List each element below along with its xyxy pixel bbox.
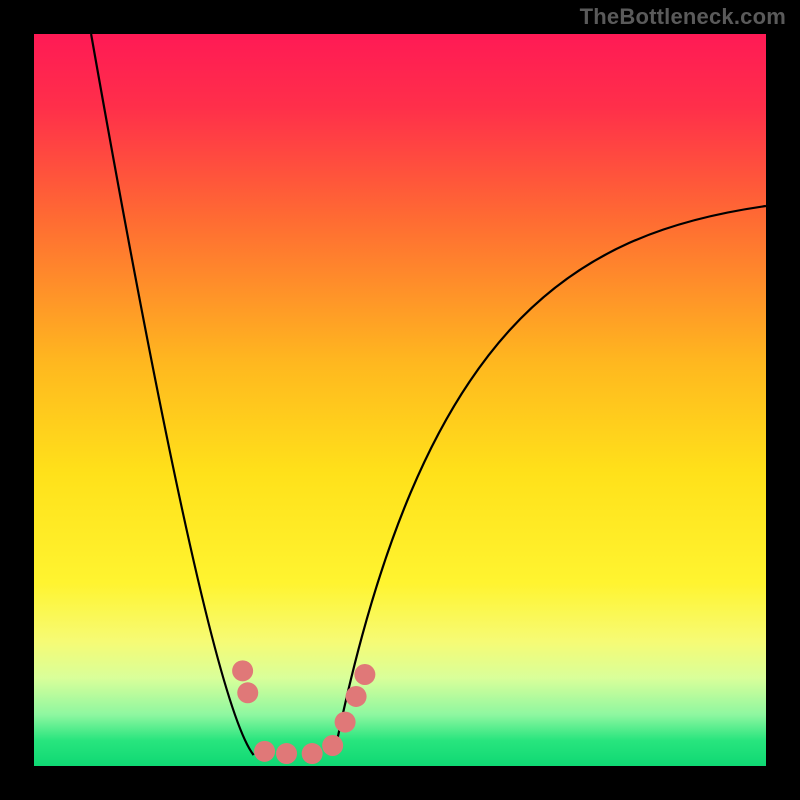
chart-svg bbox=[0, 0, 800, 800]
data-marker bbox=[254, 741, 275, 762]
data-marker bbox=[232, 660, 253, 681]
data-marker bbox=[322, 735, 343, 756]
data-marker bbox=[335, 712, 356, 733]
plot-background bbox=[34, 34, 766, 766]
watermark-text: TheBottleneck.com bbox=[580, 4, 786, 30]
data-marker bbox=[237, 682, 258, 703]
chart-stage: TheBottleneck.com bbox=[0, 0, 800, 800]
data-marker bbox=[354, 664, 375, 685]
data-marker bbox=[346, 686, 367, 707]
data-marker bbox=[302, 743, 323, 764]
data-marker bbox=[276, 743, 297, 764]
